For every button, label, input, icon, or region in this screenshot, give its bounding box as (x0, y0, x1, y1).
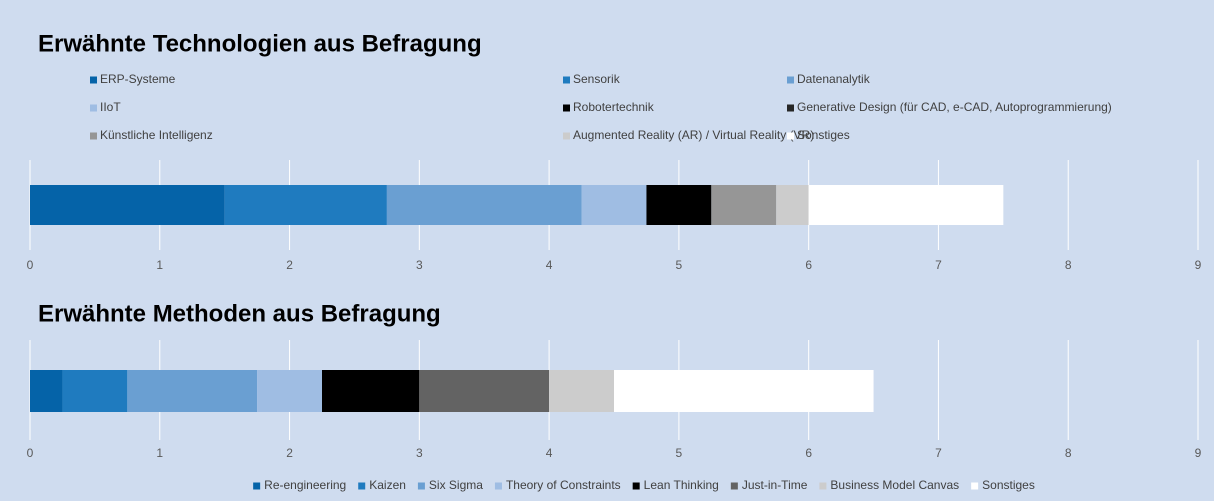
x-tick-label: 0 (27, 446, 34, 460)
legend-swatch (730, 482, 738, 490)
x-tick-label: 8 (1065, 258, 1072, 272)
bar-segment (549, 370, 614, 412)
bar-segment (614, 370, 874, 412)
x-tick-label: 3 (416, 258, 423, 272)
legend-label: Six Sigma (429, 478, 483, 492)
bar-segment (30, 370, 63, 412)
x-tick-label: 6 (805, 258, 812, 272)
x-tick-label: 5 (676, 258, 683, 272)
bar-segment (322, 370, 420, 412)
x-tick-label: 2 (286, 446, 293, 460)
legend-swatch (253, 482, 261, 490)
bar-segment (776, 185, 809, 225)
legend-swatch (819, 482, 827, 490)
x-tick-label: 3 (416, 446, 423, 460)
legend-label: ERP-Systeme (100, 72, 176, 86)
legend-swatch (494, 482, 502, 490)
legend-label: Re-engineering (264, 478, 346, 492)
x-tick-label: 9 (1195, 446, 1202, 460)
bar-segment (30, 185, 225, 225)
legend-swatch (417, 482, 425, 490)
legend-label: Sensorik (573, 72, 621, 86)
bar-segment (711, 185, 777, 225)
legend-label: Künstliche Intelligenz (100, 128, 213, 142)
legend-label: Generative Design (für CAD, e-CAD, Autop… (797, 100, 1112, 114)
bar-segment (419, 370, 550, 412)
bar-segment (257, 370, 322, 412)
bar-segment (581, 185, 647, 225)
bar-segment (646, 185, 712, 225)
x-tick-label: 4 (546, 446, 553, 460)
chart-title: Erwähnte Methoden aus Befragung (38, 300, 441, 327)
legend-swatch (358, 482, 366, 490)
legend-label: Robotertechnik (573, 100, 655, 114)
legend-swatch (971, 482, 979, 490)
legend-swatch (563, 132, 570, 140)
legend-swatch (787, 132, 794, 140)
x-tick-label: 2 (286, 258, 293, 272)
legend-label: Sonstiges (797, 128, 850, 142)
legend-swatch (632, 482, 640, 490)
x-tick-label: 1 (156, 446, 163, 460)
legend-label: Lean Thinking (644, 478, 719, 492)
legend-swatch (90, 76, 97, 84)
legend-swatch (787, 76, 794, 84)
chart-title: Erwähnte Technologien aus Befragung (38, 30, 482, 57)
legend-label: Business Model Canvas (830, 478, 959, 492)
legend-swatch (90, 104, 97, 112)
x-tick-label: 1 (156, 258, 163, 272)
bar-segment (127, 370, 258, 412)
legend-label: Theory of Constraints (506, 478, 621, 492)
bar-segment (62, 370, 128, 412)
legend-label: Kaizen (369, 478, 406, 492)
x-tick-label: 0 (27, 258, 34, 272)
bar-segment (808, 185, 1004, 225)
legend-label: IIoT (100, 100, 121, 114)
legend-swatch (563, 76, 570, 84)
x-tick-label: 8 (1065, 446, 1072, 460)
x-tick-label: 4 (546, 258, 553, 272)
bar-segment (224, 185, 387, 225)
legend-label: Datenanalytik (797, 72, 871, 86)
x-tick-label: 5 (676, 446, 683, 460)
legend-label: Sonstiges (982, 478, 1035, 492)
legend-swatch (90, 132, 97, 140)
x-tick-label: 6 (805, 446, 812, 460)
x-tick-label: 7 (935, 258, 942, 272)
x-tick-label: 7 (935, 446, 942, 460)
legend-label: Augmented Reality (AR) / Virtual Reality… (573, 128, 814, 142)
legend-swatch (563, 104, 570, 112)
legend-label: Just-in-Time (742, 478, 808, 492)
legend-swatch (787, 104, 794, 112)
x-tick-label: 9 (1195, 258, 1202, 272)
bar-segment (386, 185, 582, 225)
